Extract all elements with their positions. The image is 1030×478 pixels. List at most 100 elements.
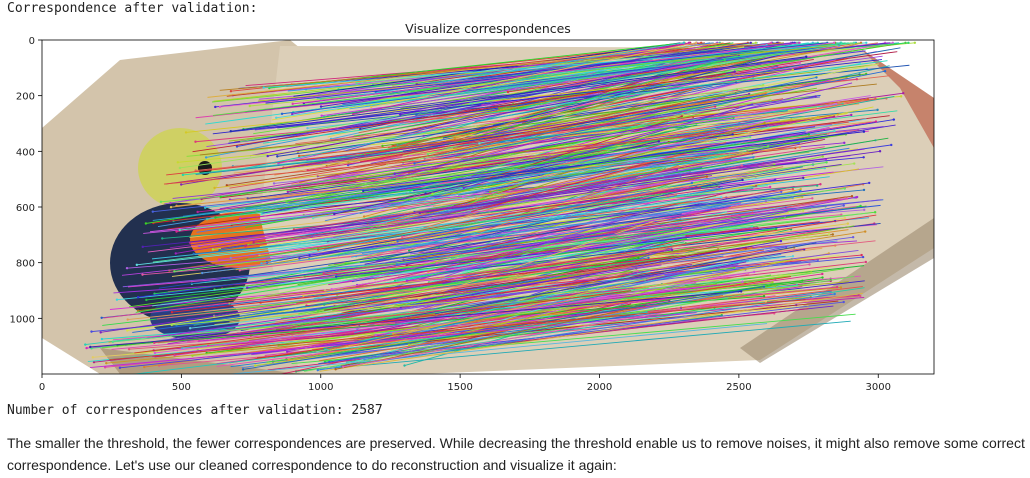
keypoint-dot (105, 361, 108, 365)
correspondence-line (339, 42, 699, 92)
keypoint-dot (159, 200, 163, 204)
correspondence-line (162, 185, 818, 239)
keypoint-dot (744, 247, 748, 250)
keypoint-dot (863, 208, 866, 212)
correspondence-line (229, 276, 792, 364)
keypoint-dot (311, 216, 315, 220)
keypoint-dot (248, 104, 251, 108)
keypoint-dot (145, 298, 148, 302)
correspondence-line (409, 199, 882, 255)
keypoint-dot (426, 152, 430, 156)
keypoint-dot (316, 309, 319, 312)
keypoint-dot (192, 252, 195, 256)
keypoint-dot (151, 210, 155, 213)
keypoint-dot (657, 140, 661, 143)
keypoint-dot (90, 330, 93, 333)
keypoint-dot (266, 154, 269, 158)
keypoint-dot (850, 113, 853, 117)
keypoint-dot (316, 368, 319, 372)
correspondence-line (146, 228, 777, 301)
correspondence-line (293, 42, 842, 113)
keypoint-dot (899, 95, 903, 98)
keypoint-dot (280, 112, 284, 116)
keypoint-dot (333, 212, 336, 216)
keypoint-dot (498, 107, 501, 110)
correspondence-line (400, 118, 867, 206)
correspondence-line (452, 148, 865, 207)
correspondence-line (89, 312, 697, 368)
keypoint-dot (801, 209, 805, 213)
keypoint-dot (298, 257, 301, 260)
keypoint-dot (833, 129, 836, 133)
keypoint-dot (839, 286, 843, 289)
keypoint-dot (260, 213, 263, 216)
keypoint-dot (286, 190, 289, 193)
keypoint-dot (275, 116, 278, 120)
keypoint-dot (843, 216, 847, 220)
correspondence-line (396, 190, 801, 265)
keypoint-dot (153, 341, 156, 345)
keypoint-dot (100, 316, 103, 319)
keypoint-dot (705, 175, 709, 178)
keypoint-dot (791, 187, 795, 191)
keypoint-dot (392, 332, 395, 335)
keypoint-dot (403, 364, 406, 367)
keypoint-dot (741, 280, 744, 284)
keypoint-dot (229, 130, 232, 133)
keypoint-dot (285, 350, 289, 354)
correspondence-line (192, 281, 773, 357)
x-tick-label: 2000 (587, 382, 612, 393)
correspondence-figure: Visualize correspondences 0 500 1000 1500 20… (10, 21, 935, 393)
keypoint-dot (764, 300, 768, 303)
correspondence-line (354, 253, 782, 334)
keypoint-dot (763, 121, 766, 125)
keypoint-dot (874, 120, 878, 123)
keypoint-dot (262, 86, 265, 89)
correspondence-line (202, 197, 793, 274)
keypoint-dot (272, 182, 276, 185)
keypoint-dot (891, 41, 895, 44)
correspondence-line (442, 210, 788, 285)
keypoint-dot (395, 263, 399, 266)
correspondence-line (443, 42, 865, 122)
correspondence-line (357, 102, 859, 177)
y-tick-label: 200 (16, 92, 35, 103)
keypoint-dot (519, 117, 522, 120)
keypoint-dot (92, 360, 96, 364)
correspondence-line (470, 42, 855, 104)
correspondence-line (293, 42, 681, 97)
keypoint-dot (766, 145, 770, 148)
keypoint-dot (902, 91, 905, 95)
keypoint-dot (913, 41, 917, 44)
keypoint-dot (287, 358, 291, 362)
keypoint-dot (636, 269, 639, 273)
keypoint-dot (111, 340, 115, 344)
keypoint-dot (698, 186, 702, 190)
correspondence-line (270, 63, 762, 129)
keypoint-dot (816, 115, 820, 119)
keypoint-dot (115, 298, 119, 301)
correspondence-line (436, 198, 847, 264)
correspondence-line (319, 292, 863, 372)
correspondence-line (146, 264, 662, 339)
x-tick-label: 1000 (308, 382, 333, 393)
correspondence-line (152, 283, 731, 358)
keypoint-dot (767, 126, 770, 129)
correspondence-line (196, 287, 841, 349)
correspondence-line (261, 175, 681, 264)
keypoint-dot (435, 261, 438, 265)
correspondence-line (230, 56, 807, 132)
keypoint-dot (833, 292, 836, 296)
keypoint-dot (462, 186, 465, 190)
keypoint-dot (805, 55, 808, 58)
correspondence-line (288, 299, 637, 361)
y-tick-label: 1000 (10, 314, 35, 325)
keypoint-dot (126, 318, 129, 321)
correspondence-line (394, 225, 855, 307)
x-tick-label: 0 (39, 382, 45, 393)
correspondence-line (406, 196, 858, 282)
correspondence-line (267, 308, 809, 371)
keypoint-dot (320, 114, 323, 117)
keypoint-dot (229, 89, 233, 93)
keypoint-dot (238, 217, 242, 220)
